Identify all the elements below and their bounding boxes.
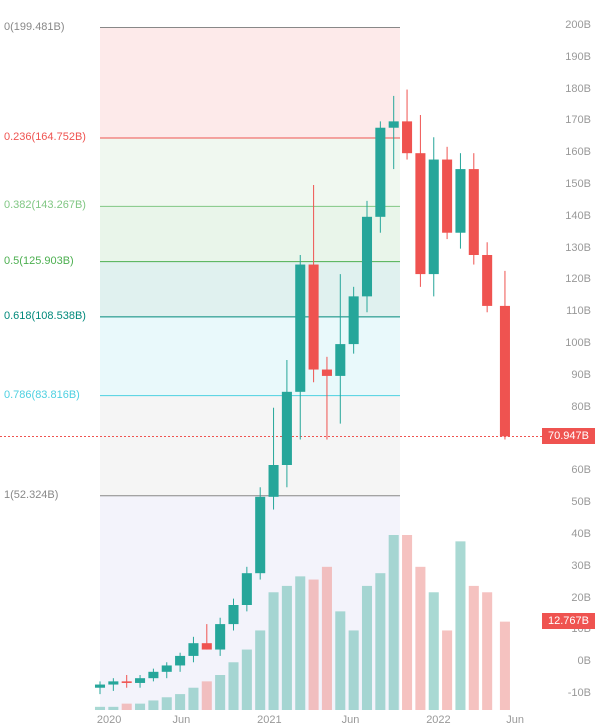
y-axis-tick: 160B bbox=[565, 146, 591, 158]
y-axis-tick: 130B bbox=[565, 242, 591, 254]
y-axis-tick: 180B bbox=[565, 83, 591, 95]
y-axis-tick: 140B bbox=[565, 210, 591, 222]
x-axis-tick: 2020 bbox=[97, 714, 121, 726]
y-axis-tick: 200B bbox=[565, 19, 591, 31]
y-axis-tick: 170B bbox=[565, 114, 591, 126]
y-axis-tick: 20B bbox=[571, 592, 591, 604]
chart-svg bbox=[0, 0, 595, 726]
y-axis-tick: 120B bbox=[565, 273, 591, 285]
x-axis-tick: Jun bbox=[342, 714, 360, 726]
x-axis-tick: 2021 bbox=[257, 714, 281, 726]
y-axis-tick: -10B bbox=[568, 687, 591, 699]
y-axis-tick: 190B bbox=[565, 51, 591, 63]
fib-level-label: 0.618(108.538B) bbox=[4, 310, 86, 322]
y-axis-tick: 40B bbox=[571, 528, 591, 540]
fib-level-label: 1(52.324B) bbox=[4, 489, 58, 501]
y-axis-tick: 80B bbox=[571, 401, 591, 413]
current-price-tag: 70.947B bbox=[542, 428, 595, 444]
x-axis-tick: Jun bbox=[506, 714, 524, 726]
fib-level-label: 0.236(164.752B) bbox=[4, 131, 86, 143]
y-axis-tick: 110B bbox=[566, 305, 591, 317]
y-axis-tick: 50B bbox=[571, 496, 591, 508]
fib-level-label: 0.786(83.816B) bbox=[4, 389, 80, 401]
y-axis-tick: 150B bbox=[565, 178, 591, 190]
current-volume-tag: 12.767B bbox=[542, 613, 595, 629]
y-axis-tick: 100B bbox=[565, 337, 591, 349]
fib-level-label: 0(199.481B) bbox=[4, 21, 65, 33]
y-axis-tick: 30B bbox=[571, 560, 591, 572]
fib-level-label: 0.5(125.903B) bbox=[4, 255, 74, 267]
y-axis-tick: 90B bbox=[571, 369, 591, 381]
y-axis-tick: 60B bbox=[571, 464, 591, 476]
fibonacci-candlestick-chart: 0(199.481B) 0.236(164.752B) 0.382(143.267B… bbox=[0, 0, 595, 726]
x-axis-tick: Jun bbox=[173, 714, 191, 726]
y-axis-tick: 0B bbox=[578, 655, 591, 667]
x-axis-tick: 2022 bbox=[426, 714, 450, 726]
fib-level-label: 0.382(143.267B) bbox=[4, 199, 86, 211]
